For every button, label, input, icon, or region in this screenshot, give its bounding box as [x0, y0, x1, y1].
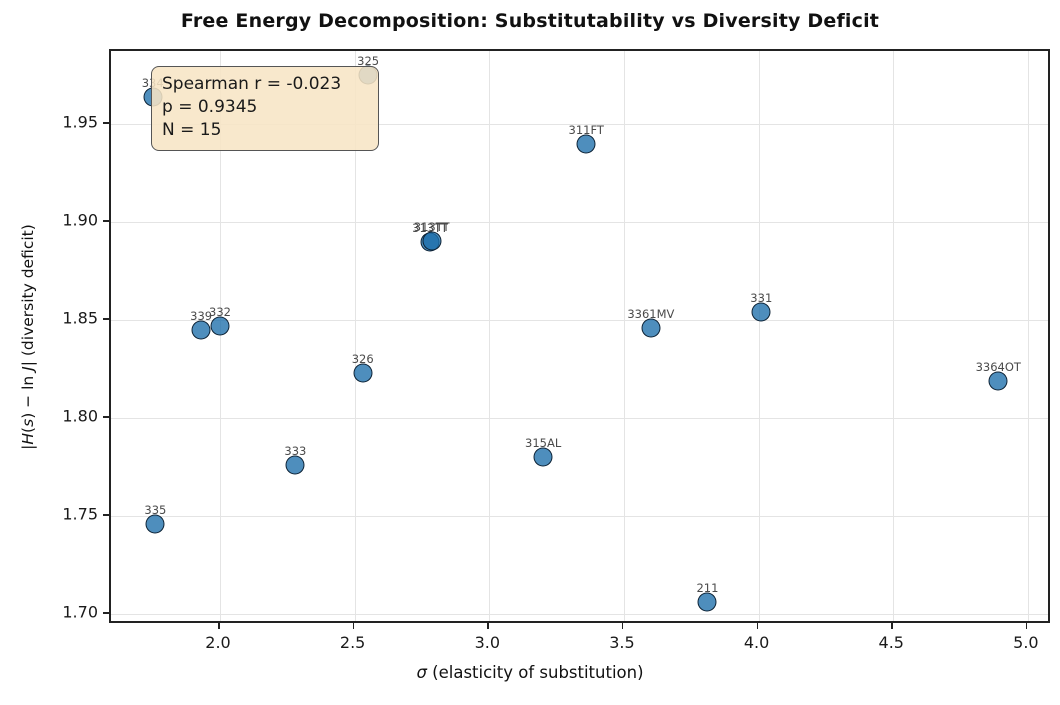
x-tick-mark	[621, 623, 624, 629]
chart-title: Free Energy Decomposition: Substitutabil…	[180, 10, 880, 32]
y-tick-mark	[103, 318, 109, 320]
gridline-horizontal	[111, 320, 1048, 321]
x-tick-label: 3.0	[474, 633, 501, 652]
gridline-vertical	[758, 51, 760, 621]
y-tick-mark	[103, 514, 109, 516]
label-text: |	[19, 444, 37, 450]
x-axis-label: σ (elasticity of substitution)	[0, 663, 1060, 682]
math-symbol: σ	[416, 663, 427, 682]
math-symbol: s	[19, 418, 37, 427]
gridline-vertical	[893, 51, 895, 621]
y-tick-label: 1.95	[62, 112, 98, 132]
spearman-r-text: Spearman r = -0.023	[162, 74, 342, 94]
y-tick-mark	[103, 122, 109, 124]
x-tick-mark	[891, 623, 893, 629]
gridline-vertical	[623, 51, 625, 621]
grid-layer	[111, 51, 1048, 621]
n-count-text: N = 15	[162, 120, 222, 140]
data-point-label: 311FT	[568, 122, 604, 137]
label-text: | (diversity deficit)	[19, 224, 37, 367]
data-point-label: 332	[209, 304, 231, 319]
stats-annotation-box: Spearman r = -0.023 p = 0.9345 N = 15	[151, 66, 379, 151]
x-tick-mark	[487, 623, 489, 629]
y-tick-label: 1.70	[62, 602, 98, 622]
data-point-label: 326	[351, 351, 374, 366]
data-point-marker	[422, 231, 442, 251]
y-tick-label: 1.80	[62, 406, 98, 426]
gridline-horizontal	[111, 418, 1048, 419]
data-point-label: 335	[144, 502, 167, 517]
y-tick-label: 1.75	[62, 504, 98, 524]
y-tick-label: 1.85	[62, 308, 98, 328]
data-point-marker	[145, 514, 165, 534]
data-point-label: 315AL	[525, 436, 562, 451]
math-symbol: H	[19, 432, 37, 445]
data-point-label: 339	[190, 308, 213, 323]
label-text: ) − ln	[19, 370, 37, 419]
gridline-horizontal	[111, 516, 1048, 517]
x-tick-mark	[1025, 623, 1028, 629]
x-tick-mark	[352, 623, 355, 629]
label-text: (	[19, 426, 37, 433]
x-tick-label: 5.0	[1013, 633, 1039, 652]
data-point-label: 3364OT	[975, 359, 1021, 374]
x-tick-mark	[218, 623, 220, 629]
gridline-vertical	[354, 51, 356, 621]
data-point-marker	[751, 302, 771, 322]
gridline-horizontal	[111, 124, 1048, 125]
data-point-marker	[641, 318, 661, 338]
data-point-label: 325	[357, 54, 380, 68]
x-tick-label: 4.0	[743, 633, 770, 652]
y-tick-mark	[103, 416, 109, 418]
x-tick-label: 4.5	[878, 633, 904, 652]
y-axis-label: |H(s) − ln J| (diversity deficit)	[19, 177, 37, 497]
data-point-marker	[697, 592, 717, 612]
data-point-label: 331	[750, 291, 773, 306]
gridline-vertical	[489, 51, 491, 621]
x-tick-label: 2.5	[339, 633, 366, 652]
data-point-label: 211	[696, 581, 719, 596]
p-value-text: p = 0.9345	[162, 97, 258, 117]
data-point-marker	[191, 320, 211, 340]
y-tick-mark	[103, 220, 109, 222]
x-tick-label: 3.5	[609, 633, 635, 652]
gridline-horizontal	[111, 222, 1048, 223]
gridline-vertical	[220, 51, 221, 621]
x-tick-label: 2.0	[205, 633, 231, 652]
x-tick-mark	[756, 623, 759, 629]
data-point-label: 333	[284, 444, 307, 459]
data-point-label: 313TT	[413, 219, 450, 234]
gridline-horizontal	[111, 614, 1048, 615]
data-point-label: 313TT	[412, 220, 448, 235]
data-point-marker	[285, 455, 305, 475]
y-tick-label: 1.90	[62, 210, 98, 230]
data-point-marker	[988, 371, 1008, 391]
data-point-marker	[210, 316, 230, 336]
data-point-marker	[533, 447, 553, 467]
math-symbol: J	[19, 366, 37, 371]
data-point-label: 3361MV	[627, 306, 675, 321]
gridline-vertical	[1027, 51, 1029, 621]
data-point-marker	[353, 363, 373, 383]
label-text: (elasticity of substitution)	[426, 663, 644, 682]
data-point-marker	[576, 134, 596, 154]
y-tick-mark	[103, 612, 109, 614]
